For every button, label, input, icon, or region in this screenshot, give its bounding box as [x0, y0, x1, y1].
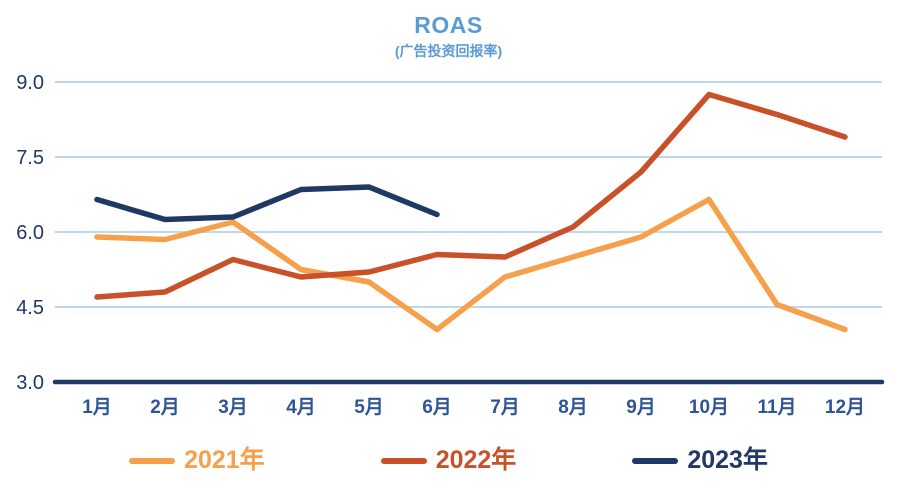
y-tick-label: 3.0: [16, 372, 44, 394]
x-tick-label: 6月: [422, 397, 452, 418]
series-line-2023年: [94, 184, 440, 223]
x-tick-label: 10月: [689, 397, 729, 418]
series-line-2022年: [94, 91, 848, 300]
x-tick-label: 4月: [286, 397, 316, 418]
series-line-2021年: [94, 196, 848, 333]
legend-item-2021: 2021年: [129, 448, 265, 473]
x-tick-label: 2月: [150, 397, 180, 418]
x-tick-label: 9月: [626, 397, 656, 418]
x-tick-label: 7月: [490, 397, 520, 418]
plot-area: 3.0 4.5 6.0 7.5 9.0 1月 2月 3月 4月 5月 6月 7月 8月 9月 10月 11月 1…: [16, 72, 885, 418]
x-tick-label: 11月: [757, 397, 796, 418]
x-tick-label: 3月: [218, 397, 248, 418]
legend-label-2021: 2021年: [184, 446, 265, 474]
y-tick-label: 7.5: [16, 147, 44, 169]
legend-swatch-2021: [129, 457, 176, 464]
y-tick-label: 9.0: [16, 72, 44, 94]
x-tick-label: 12月: [825, 397, 865, 418]
legend-label-2022: 2022年: [435, 446, 517, 474]
legend-item-2022: 2022年: [380, 446, 517, 474]
legend-swatch-2023: [632, 457, 679, 464]
chart-title: ROAS: [414, 12, 483, 38]
y-tick-label: 4.5: [16, 297, 44, 319]
legend-item-2023: 2023年: [632, 448, 768, 473]
legend-swatch-2022: [380, 457, 427, 464]
legend: 2021年 2022年 2023年: [0, 448, 897, 473]
chart-subtitle: (广告投资回报率): [394, 43, 503, 59]
legend-label-2023: 2023年: [687, 446, 768, 474]
x-tick-label: 1月: [82, 397, 112, 418]
x-tick-label: 8月: [558, 397, 588, 418]
y-tick-label: 6.0: [16, 222, 44, 244]
x-tick-label: 5月: [354, 397, 384, 418]
